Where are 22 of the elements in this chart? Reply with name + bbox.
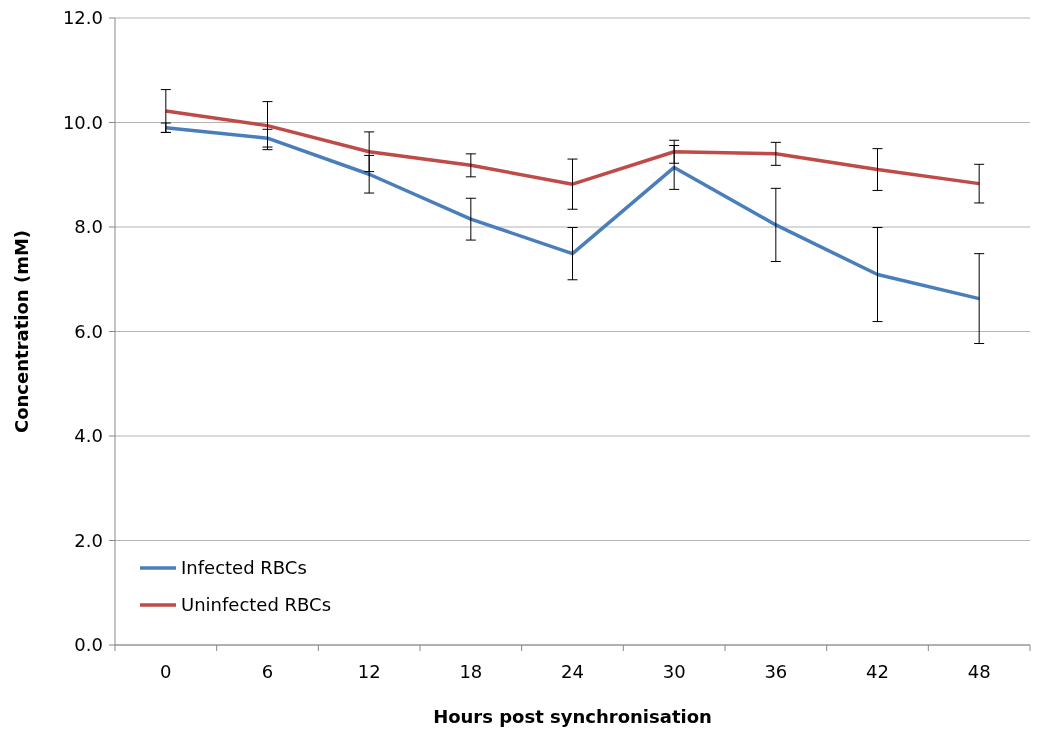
y-tick-label: 2.0 <box>74 529 103 551</box>
y-tick-label: 10.0 <box>62 111 103 133</box>
line-series <box>164 109 981 186</box>
legend-label: Infected RBCs <box>181 557 307 579</box>
x-tick-label: 0 <box>160 661 172 682</box>
line-series <box>164 125 981 301</box>
y-tick-label: 0.0 <box>74 634 103 656</box>
x-tick-label: 18 <box>459 661 483 682</box>
x-axis-title: Hours post synchronisation <box>433 706 712 727</box>
legend-label: Uninfected RBCs <box>181 594 332 616</box>
x-tick-label: 12 <box>357 661 381 682</box>
x-tick-label: 42 <box>866 661 889 682</box>
y-axis-title: Concentration (mM) <box>11 229 32 434</box>
y-tick-label: 8.0 <box>74 216 103 238</box>
x-tick-label: 36 <box>764 661 788 682</box>
y-tick-label: 4.0 <box>74 425 103 447</box>
x-tick-label: 48 <box>967 661 991 682</box>
x-tick-label: 6 <box>261 661 274 682</box>
x-tick-label: 24 <box>561 661 584 682</box>
y-tick-label: 12.0 <box>62 7 103 29</box>
x-tick-label: 30 <box>662 661 686 682</box>
y-tick-label: 6.0 <box>74 320 103 342</box>
